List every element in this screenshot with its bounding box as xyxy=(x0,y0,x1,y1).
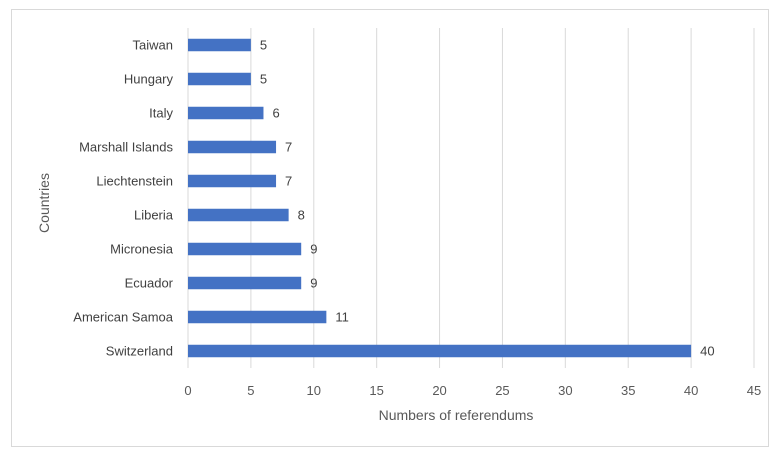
bar xyxy=(188,72,251,86)
data-label: 5 xyxy=(260,72,267,87)
bar xyxy=(188,276,302,290)
category-label: Ecuador xyxy=(125,276,174,291)
category-label: Switzerland xyxy=(106,344,173,359)
category-label: Marshall Islands xyxy=(79,140,173,155)
bar xyxy=(188,310,327,324)
x-tick-label: 0 xyxy=(184,383,191,398)
data-label: 8 xyxy=(298,208,305,223)
x-tick-labels: 0 5 10 15 20 25 30 35 40 45 xyxy=(184,383,761,398)
category-label: Liberia xyxy=(134,208,174,223)
x-tick-label: 40 xyxy=(684,383,698,398)
data-label: 11 xyxy=(335,310,349,325)
x-tick-label: 10 xyxy=(307,383,321,398)
bar xyxy=(188,344,692,358)
x-tick-label: 20 xyxy=(432,383,446,398)
x-tick-label: 45 xyxy=(747,383,761,398)
x-axis-title: Numbers of referendums xyxy=(379,407,534,423)
y-axis-title: Countries xyxy=(36,173,52,233)
x-tick-label: 25 xyxy=(495,383,509,398)
x-tick-label: 30 xyxy=(558,383,572,398)
x-tick-label: 35 xyxy=(621,383,635,398)
category-label: Micronesia xyxy=(110,242,174,257)
data-label: 9 xyxy=(310,242,317,257)
x-tick-label: 15 xyxy=(369,383,383,398)
data-label: 6 xyxy=(272,106,279,121)
category-label: Taiwan xyxy=(133,38,173,53)
x-tick-label: 5 xyxy=(247,383,254,398)
bar xyxy=(188,106,264,120)
bar xyxy=(188,38,251,52)
data-label: 7 xyxy=(285,174,292,189)
category-label: Italy xyxy=(149,106,173,121)
data-label: 7 xyxy=(285,140,292,155)
category-label: American Samoa xyxy=(73,310,173,325)
chart-frame xyxy=(11,9,769,447)
data-labels: 40 11 9 9 8 7 7 6 5 5 xyxy=(260,38,715,359)
data-label: 40 xyxy=(700,344,714,359)
data-label: 9 xyxy=(310,276,317,291)
data-label: 5 xyxy=(260,38,267,53)
bar xyxy=(188,140,277,154)
category-label: Liechtenstein xyxy=(96,174,173,189)
bar xyxy=(188,208,289,222)
category-label: Hungary xyxy=(124,72,174,87)
bar xyxy=(188,242,302,256)
bars xyxy=(188,38,692,358)
bar xyxy=(188,174,277,188)
category-labels: Switzerland American Samoa Ecuador Micrones… xyxy=(73,38,173,359)
